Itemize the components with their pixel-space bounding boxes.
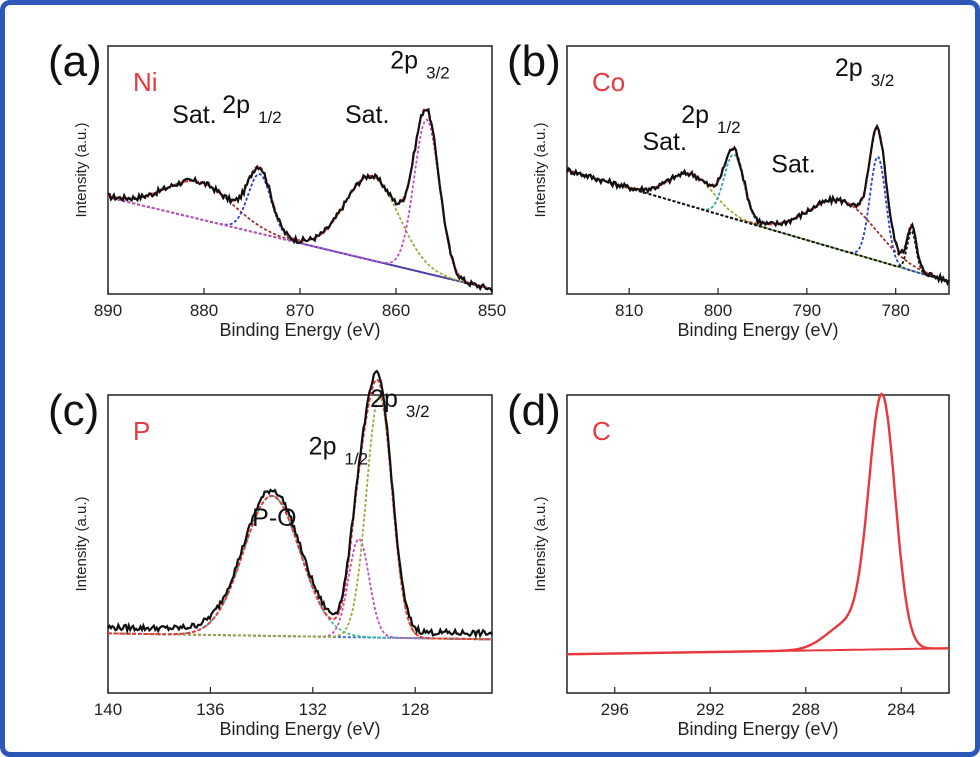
x-tick-label: 860 (382, 301, 410, 320)
fit-component-curve (107, 174, 493, 290)
x-tick-label: 128 (401, 700, 429, 719)
peak-annotation-subscript: 1/2 (717, 118, 741, 137)
peak-annotation: Sat. (771, 150, 815, 178)
peak-annotation: 2p 3/2 (835, 54, 894, 90)
x-tick-label: 136 (196, 700, 224, 719)
x-tick-label: 140 (94, 700, 122, 719)
x-tick-label: 132 (299, 700, 327, 719)
y-axis-label: Intensity (a.u.) (73, 496, 90, 591)
peak-annotation-main: 2p (309, 433, 337, 461)
x-tick-label: 890 (94, 301, 122, 320)
peak-annotation-main: 2p (681, 101, 709, 129)
x-axis-label: Binding Energy (eV) (677, 320, 838, 340)
panel-b: 810 800 790 780 Binding Energy (eV) Intensity… (507, 37, 951, 340)
x-tick-label: 292 (696, 700, 724, 719)
panel-label: (b) (507, 37, 561, 86)
peak-annotation-subscript: 3/2 (406, 402, 430, 421)
element-label: P (133, 416, 150, 446)
axes-box (107, 45, 493, 295)
peak-annotation: Sat. (345, 101, 389, 129)
peak-annotation-subscript: 3/2 (871, 71, 895, 90)
axes-box (107, 394, 493, 694)
peak-annotation-subscript: 1/2 (258, 108, 282, 127)
peak-annotation-main: 2p (390, 46, 418, 74)
x-tick-label: 810 (615, 301, 643, 320)
peak-annotation-main: Sat. (345, 101, 389, 129)
peak-annotation-main: 2p (835, 54, 863, 82)
data-curve (566, 392, 949, 656)
peak-annotation-main: 2p (370, 385, 398, 413)
peak-annotation-main: P-O (252, 504, 296, 532)
x-tick-label: 800 (704, 301, 732, 320)
fit-component-curve (108, 494, 493, 641)
x-axis-label: Binding Energy (eV) (677, 719, 838, 739)
element-label: Co (592, 67, 625, 97)
peak-annotation-main: Sat. (172, 101, 216, 129)
data-curve (565, 123, 951, 287)
peak-annotation: 2p 3/2 (390, 46, 449, 82)
x-tick-label: 296 (601, 700, 629, 719)
panel-label: (d) (507, 386, 561, 435)
peak-annotation: 2p 3/2 (370, 385, 429, 421)
peak-annotation-subscript: 1/2 (344, 450, 368, 469)
x-axis-label: Binding Energy (eV) (219, 320, 380, 340)
x-axis-label: Binding Energy (eV) (219, 719, 380, 739)
peak-annotation: P-O (252, 504, 296, 532)
fit-component-curve (107, 180, 493, 290)
axes-box (566, 394, 950, 694)
panel-d: 296 292 288 284 Binding Energy (eV) Intensity… (507, 386, 950, 739)
y-axis-label: Intensity (a.u.) (532, 496, 549, 591)
element-label: Ni (133, 67, 158, 97)
x-tick-label: 790 (793, 301, 821, 320)
panel-label: (a) (48, 37, 102, 86)
peak-annotation: Sat. (642, 128, 686, 156)
y-axis-label: Intensity (a.u.) (532, 122, 549, 217)
peak-annotation: 2p 1/2 (309, 433, 368, 469)
x-tick-label: 284 (887, 700, 915, 719)
panel-label: (c) (48, 386, 99, 435)
fit-envelope-curve (566, 126, 950, 283)
data-curve (107, 369, 493, 639)
fit-envelope-curve (108, 378, 493, 641)
peak-annotation-main: Sat. (642, 128, 686, 156)
peak-annotation-subscript: 3/2 (426, 63, 450, 82)
peak-annotation: Sat. (172, 101, 216, 129)
element-label: C (592, 416, 611, 446)
xps-figure: 890 880 870 860 850 Binding Energy (eV) Intens… (48, 37, 951, 739)
peak-annotation-main: Sat. (771, 150, 815, 178)
peak-annotation: 2p 1/2 (681, 101, 740, 137)
fit-component-curve (108, 395, 493, 641)
x-tick-label: 870 (286, 301, 314, 320)
x-tick-label: 288 (792, 700, 820, 719)
panel-a: 890 880 870 860 850 Binding Energy (eV) Intens… (48, 37, 506, 340)
peak-annotation: 2p 1/2 (222, 91, 281, 127)
x-tick-label: 880 (190, 301, 218, 320)
peak-annotation-main: 2p (222, 91, 250, 119)
data-curve (107, 107, 493, 293)
panel-c: 140 136 132 128 Binding Energy (eV) Intensity… (48, 369, 493, 739)
x-tick-label: 780 (882, 301, 910, 320)
x-tick-label: 850 (478, 301, 506, 320)
y-axis-label: Intensity (a.u.) (73, 122, 90, 217)
